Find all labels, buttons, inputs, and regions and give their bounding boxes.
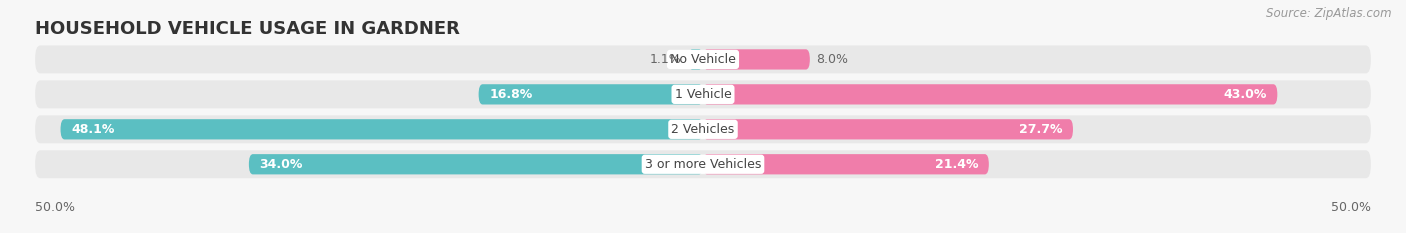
FancyBboxPatch shape <box>703 49 810 69</box>
FancyBboxPatch shape <box>35 45 1371 73</box>
Text: 3 or more Vehicles: 3 or more Vehicles <box>645 158 761 171</box>
Text: HOUSEHOLD VEHICLE USAGE IN GARDNER: HOUSEHOLD VEHICLE USAGE IN GARDNER <box>35 20 460 38</box>
Text: 50.0%: 50.0% <box>1331 201 1371 214</box>
Text: 16.8%: 16.8% <box>489 88 533 101</box>
Text: 34.0%: 34.0% <box>260 158 302 171</box>
FancyBboxPatch shape <box>703 154 988 174</box>
Text: 21.4%: 21.4% <box>935 158 979 171</box>
Text: 2 Vehicles: 2 Vehicles <box>672 123 734 136</box>
Text: 50.0%: 50.0% <box>35 201 75 214</box>
Text: 43.0%: 43.0% <box>1223 88 1267 101</box>
FancyBboxPatch shape <box>60 119 703 139</box>
FancyBboxPatch shape <box>249 154 703 174</box>
FancyBboxPatch shape <box>478 84 703 104</box>
Text: 27.7%: 27.7% <box>1019 123 1063 136</box>
Text: 1.1%: 1.1% <box>650 53 682 66</box>
FancyBboxPatch shape <box>689 49 703 69</box>
Text: Source: ZipAtlas.com: Source: ZipAtlas.com <box>1267 7 1392 20</box>
Text: No Vehicle: No Vehicle <box>671 53 735 66</box>
FancyBboxPatch shape <box>703 84 1277 104</box>
FancyBboxPatch shape <box>35 80 1371 108</box>
Text: 1 Vehicle: 1 Vehicle <box>675 88 731 101</box>
FancyBboxPatch shape <box>35 115 1371 143</box>
Text: 8.0%: 8.0% <box>817 53 849 66</box>
Text: 48.1%: 48.1% <box>72 123 114 136</box>
FancyBboxPatch shape <box>703 119 1073 139</box>
FancyBboxPatch shape <box>35 150 1371 178</box>
